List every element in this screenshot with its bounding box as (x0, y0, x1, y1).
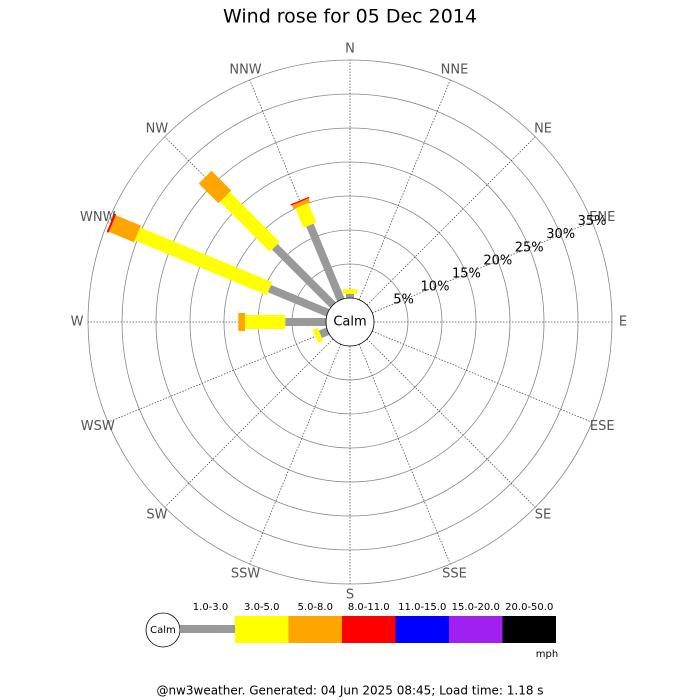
legend-label: 1.0-3.0 (193, 602, 228, 613)
legend-unit: mph (536, 649, 558, 660)
wind-bar (267, 284, 330, 317)
wind-bar (134, 227, 273, 296)
legend-swatch (449, 616, 503, 643)
spoke (249, 344, 342, 565)
direction-label: NNW (229, 62, 261, 77)
legend-label: 15.0-20.0 (452, 602, 500, 613)
legend-swatch (288, 616, 342, 643)
direction-label: N (345, 42, 355, 57)
r-tick-label: 20% (483, 253, 512, 268)
spoke (366, 338, 536, 508)
spoke (107, 330, 328, 423)
legend-label: 5.0-8.0 (298, 602, 333, 613)
direction-label: SW (146, 508, 167, 523)
wind-bar (272, 244, 336, 308)
wind-bar (198, 170, 232, 204)
legend-swatch (502, 616, 556, 643)
direction-label: NNE (441, 62, 469, 77)
calm-label: Calm (333, 315, 366, 330)
legend-label: 8.0-11.0 (348, 602, 390, 613)
r-tick-label: 15% (452, 266, 481, 281)
legend-label: 20.0-50.0 (505, 602, 553, 613)
r-tick-label: 10% (421, 279, 450, 294)
spoke (372, 221, 593, 314)
wind-bar (295, 202, 317, 228)
r-tick-label: 35% (578, 214, 607, 229)
wind-bar (219, 191, 280, 252)
legend-calm-label: Calm (150, 625, 176, 636)
legend-swatch (342, 616, 396, 643)
chart-title: Wind rose for 05 Dec 2014 (223, 6, 477, 28)
spoke (372, 330, 593, 423)
legend-swatch (235, 616, 289, 643)
footer: @nw3weather. Generated: 04 Jun 2025 08:4… (156, 684, 543, 698)
direction-label: S (346, 588, 354, 603)
r-tick-label: 25% (515, 240, 544, 255)
calm-circle (325, 297, 375, 347)
direction-label: NE (534, 121, 552, 136)
legend-swatch (395, 616, 449, 643)
direction-label: E (619, 315, 627, 330)
r-tick-label: 5% (393, 292, 414, 307)
spoke (366, 136, 536, 306)
legend-label: 3.0-5.0 (244, 602, 279, 613)
ring (155, 127, 545, 517)
spoke (358, 344, 451, 565)
legend-label: 11.0-15.0 (398, 602, 446, 613)
wind-bar (290, 196, 310, 206)
direction-label: W (71, 315, 84, 330)
direction-label: ESE (590, 419, 615, 434)
direction-label: SE (535, 508, 551, 523)
direction-label: ENE (589, 210, 615, 225)
wind-bar (312, 327, 323, 343)
wind-bar (318, 327, 330, 339)
direction-label: SSE (442, 567, 467, 582)
legend-swatch (180, 625, 235, 633)
spoke (358, 79, 451, 300)
wind-bar (291, 198, 311, 210)
direction-label: WSW (81, 419, 115, 434)
wind-bar (108, 215, 141, 243)
direction-label: WNW (80, 210, 116, 225)
direction-label: SSW (231, 567, 261, 582)
wind-bar (106, 213, 117, 233)
wind-bar (306, 223, 345, 302)
direction-label: NW (146, 121, 169, 136)
r-tick-label: 30% (546, 227, 575, 242)
spoke (164, 338, 334, 508)
